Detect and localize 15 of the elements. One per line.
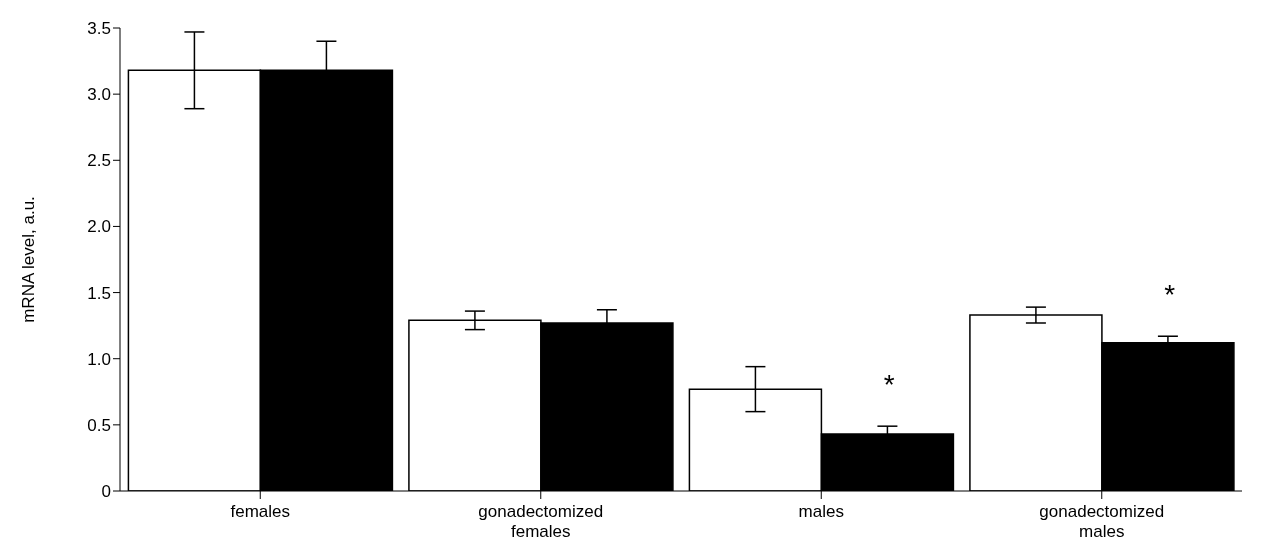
y-tick-label: 1.5 [87, 283, 111, 303]
y-tick-label: 2.0 [87, 217, 111, 237]
y-tick-label: 0.5 [87, 415, 111, 435]
x-tick-label: gonadectomized males [1039, 502, 1165, 541]
annotation: * [883, 369, 895, 401]
y-tick-label: 0 [101, 482, 111, 502]
y-tick-label: 2.5 [87, 151, 111, 171]
y-tick-label: 1.0 [87, 349, 111, 369]
x-tick-label: females [230, 502, 291, 521]
x-tick-label: males [798, 502, 844, 521]
annotation: * [1164, 279, 1176, 311]
y-tick-label: 3.5 [87, 19, 111, 39]
y-tick-label: 3.0 [87, 85, 111, 105]
x-tick-label: gonadectomized females [478, 502, 604, 541]
y-axis-title: mRNA level, a.u. [19, 196, 39, 323]
